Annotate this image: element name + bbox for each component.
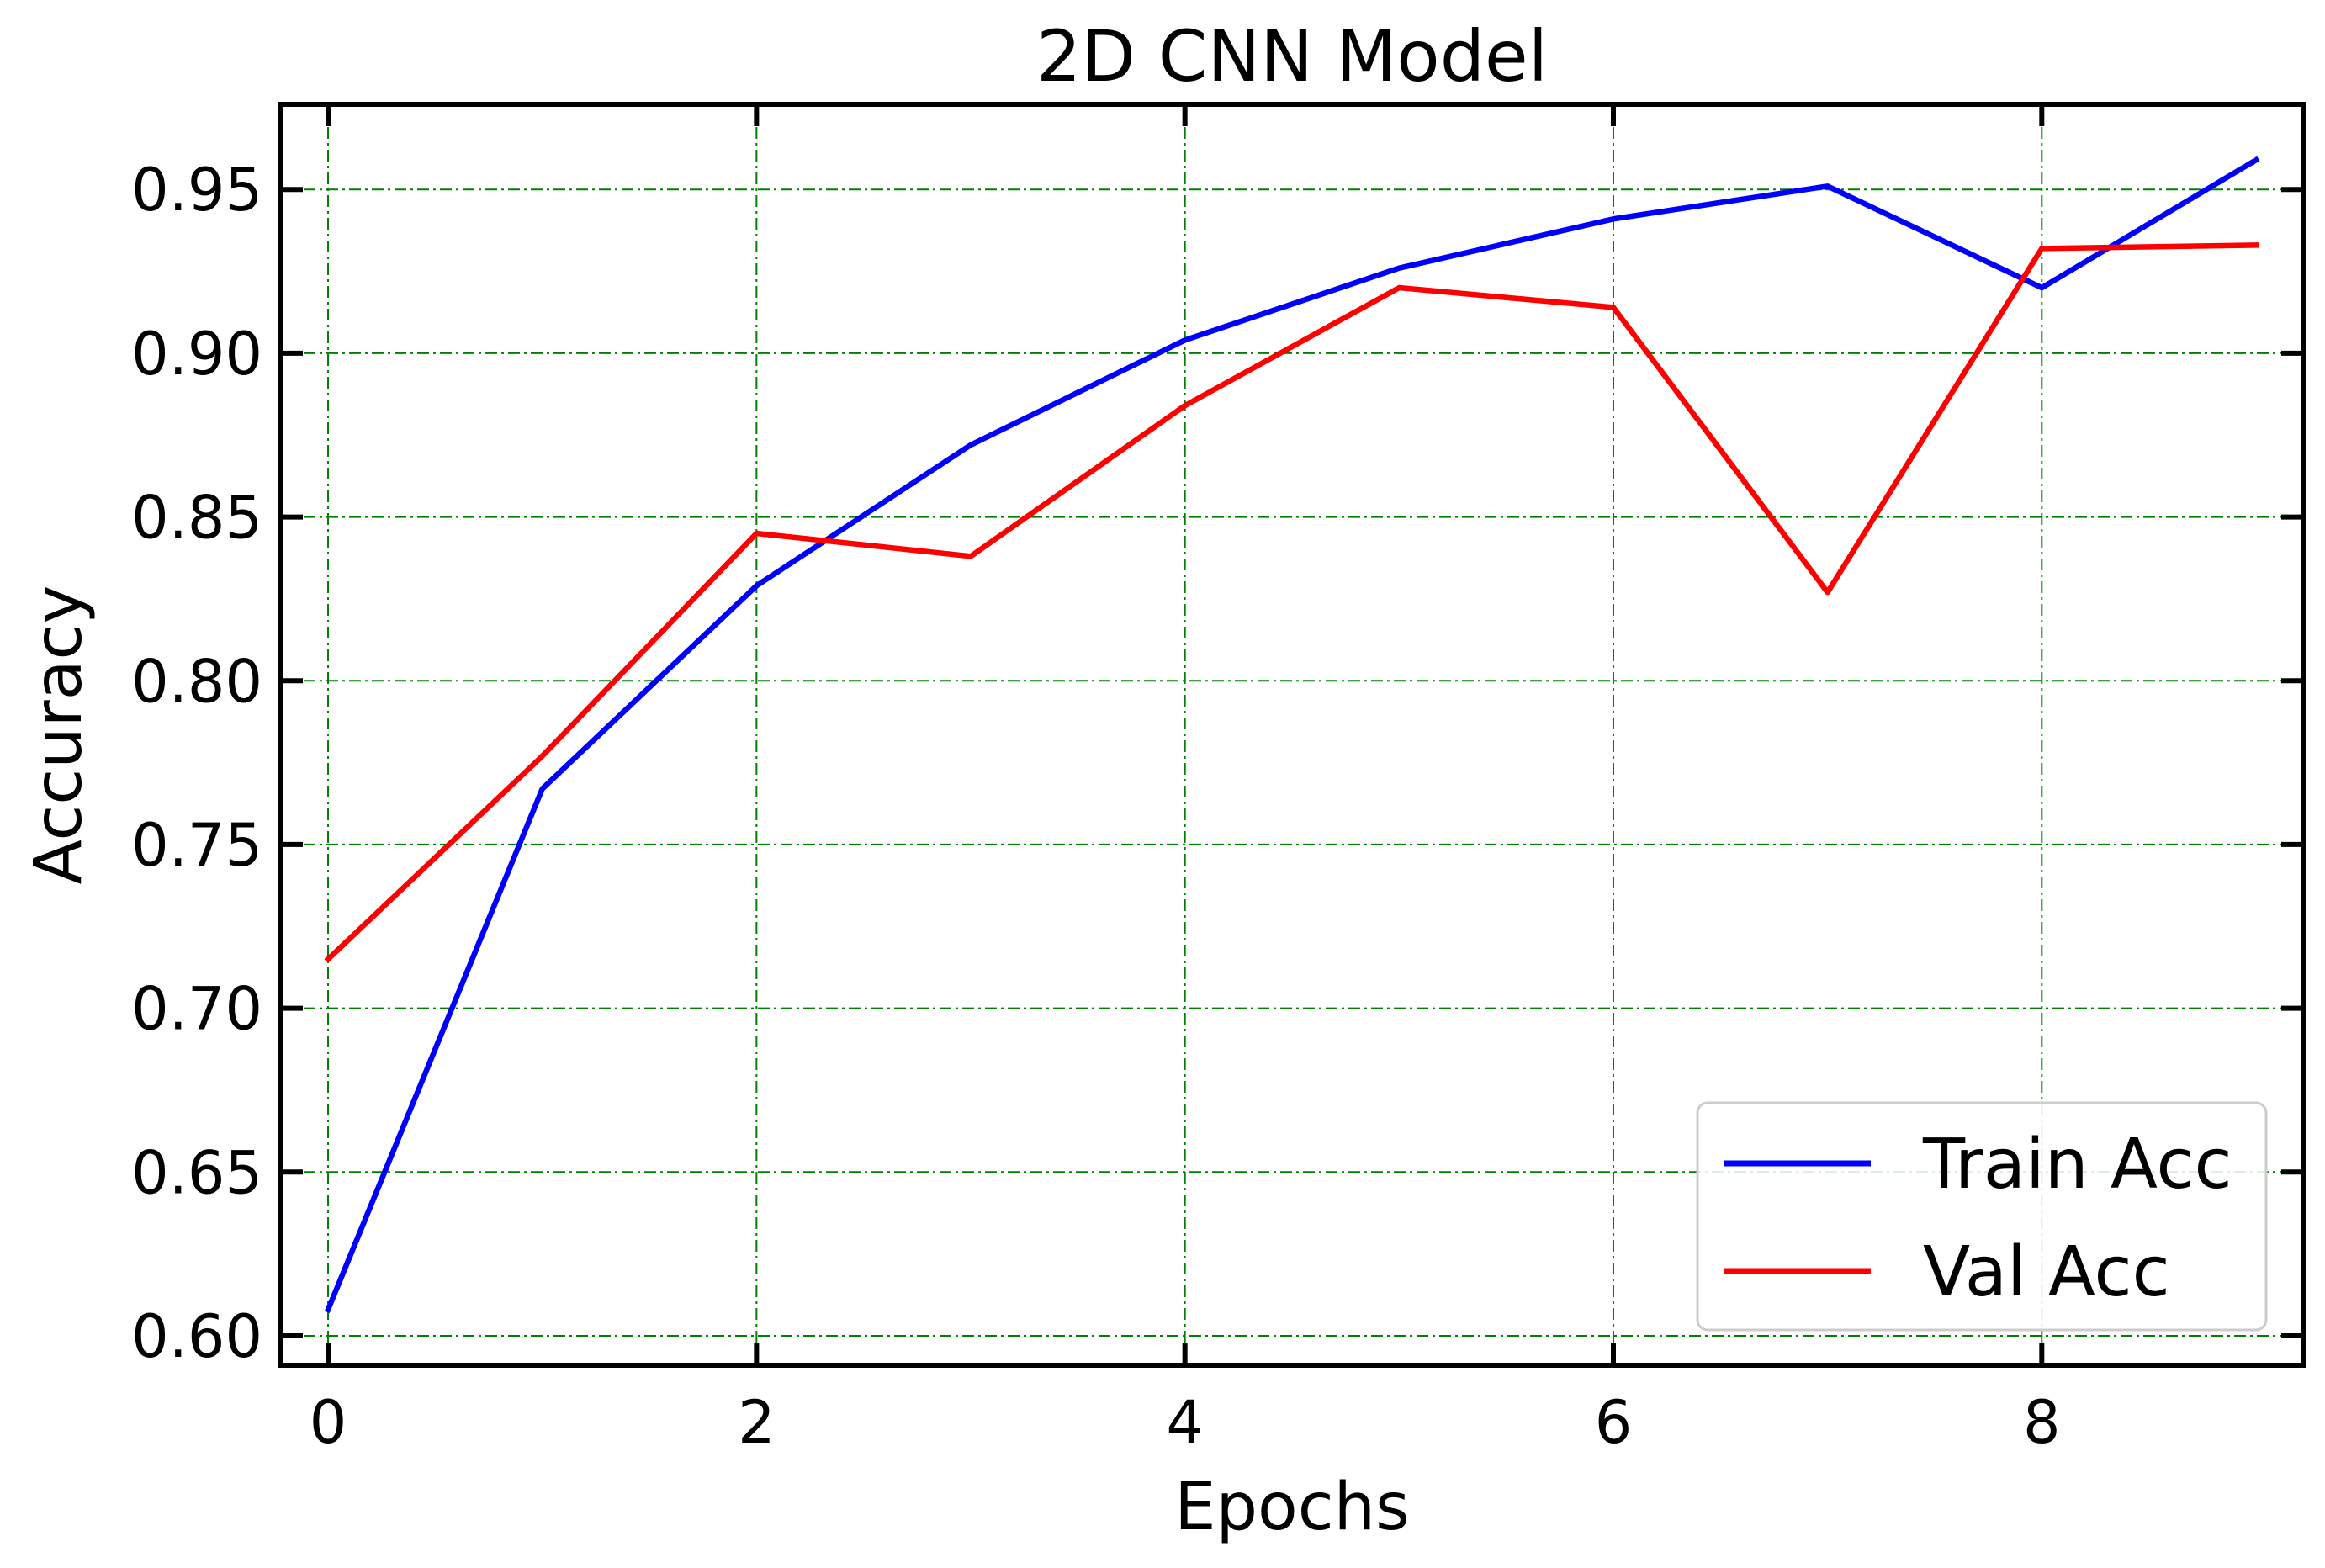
x-tick-label: 2 (738, 1388, 776, 1457)
data-point-train-acc (754, 583, 760, 589)
x-tick-label: 4 (1166, 1388, 1204, 1457)
legend: Train Acc Val Acc (1696, 1101, 2268, 1332)
y-tick-label: 0.95 (131, 156, 262, 225)
y-axis-label: Accuracy (21, 585, 97, 884)
data-point-val-acc (1396, 285, 1402, 291)
data-point-val-acc (1182, 403, 1188, 409)
chart-title: 2D CNN Model (1036, 15, 1548, 98)
series-line-train-acc (324, 156, 2260, 1314)
y-tick-label: 0.80 (131, 647, 262, 716)
y-tick-label: 0.75 (131, 811, 262, 880)
data-point-train-acc (2253, 157, 2259, 163)
data-point-val-acc (2253, 242, 2259, 248)
x-tick-label: 0 (310, 1388, 347, 1457)
y-tick-label: 0.85 (131, 484, 262, 553)
data-point-val-acc (1825, 590, 1830, 596)
data-point-train-acc (968, 442, 974, 448)
data-point-val-acc (754, 531, 760, 537)
y-tick-label: 0.60 (131, 1302, 262, 1371)
data-point-val-acc (326, 956, 331, 962)
data-point-val-acc (2039, 246, 2045, 252)
data-point-val-acc (539, 753, 545, 759)
y-tick-label: 0.65 (131, 1138, 262, 1207)
data-point-val-acc (1610, 305, 1616, 310)
x-tick-label: 8 (2023, 1388, 2061, 1457)
series-lines (324, 156, 2260, 1314)
data-point-train-acc (1610, 216, 1616, 222)
y-tick-label: 0.90 (131, 320, 262, 389)
y-tick-label: 0.70 (131, 975, 262, 1044)
legend-label-train-acc: Train Acc (1922, 1125, 2232, 1205)
data-point-train-acc (1182, 337, 1188, 343)
x-tick-label: 6 (1595, 1388, 1633, 1457)
data-point-val-acc (968, 554, 974, 559)
axis-ticks: 0 2 4 6 8 0.60 0.65 0.70 0.75 0.80 0.85 0.90 0.95 (131, 104, 2303, 1457)
plot-frame (278, 102, 2306, 1368)
legend-label-val-acc: Val Acc (1923, 1232, 2170, 1312)
series-line-val-acc (324, 242, 2259, 963)
data-point-train-acc (1396, 265, 1402, 271)
x-axis-label: Epochs (1174, 1470, 1409, 1545)
data-point-train-acc (1825, 183, 1830, 189)
data-point-train-acc (539, 786, 545, 792)
data-point-train-acc (2039, 285, 2045, 291)
data-point-train-acc (326, 1306, 331, 1312)
